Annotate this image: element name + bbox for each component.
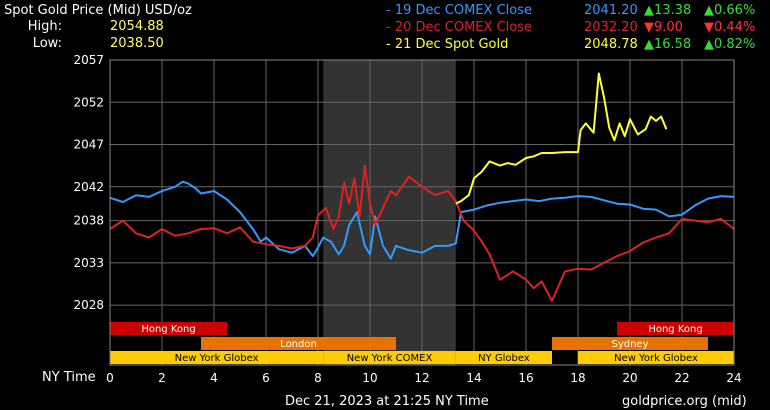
session-bar — [110, 351, 324, 364]
chart-title: Spot Gold Price (Mid) USD/oz — [4, 3, 192, 18]
y-tick-label: 2057 — [73, 53, 104, 67]
x-tick-label: 12 — [414, 371, 429, 385]
legend-label: - 19 Dec COMEX Close — [386, 3, 532, 18]
chart-series-group — [109, 72, 735, 302]
legend-change: ▼9.00 — [644, 20, 683, 35]
x-axis-label: NY Time — [42, 370, 96, 385]
high-value: 2054.88 — [110, 19, 164, 34]
plot-border — [109, 59, 735, 366]
legend-entry-19dec: - 19 Dec COMEX Close 2041.20 ▲13.38 ▲0.6… — [386, 3, 766, 19]
low-label: Low: — [32, 36, 62, 51]
legend-price: 2041.20 — [584, 3, 638, 18]
legend-label: - 20 Dec COMEX Close — [386, 20, 532, 35]
x-tick-label: 20 — [622, 371, 637, 385]
legend-pct: ▲0.66% — [704, 3, 756, 18]
session-label: New York COMEX — [347, 353, 433, 364]
x-tick-label: 10 — [362, 371, 377, 385]
session-bar — [578, 351, 734, 364]
session-bar — [201, 337, 396, 350]
session-label: Sydney — [611, 339, 648, 350]
footer-source: goldprice.org (mid) — [622, 394, 747, 409]
y-tick-label: 2028 — [73, 298, 104, 312]
legend-price: 2032.20 — [584, 20, 638, 35]
legend-change: ▲13.38 — [644, 3, 692, 18]
session-bar — [552, 337, 708, 350]
market-session-bars: Hong Kong Hong Kong London Sydney New York G… — [110, 322, 734, 364]
x-tick-label: 8 — [314, 371, 322, 385]
session-label: Hong Kong — [648, 324, 702, 335]
legend-entry-20dec: - 20 Dec COMEX Close 2032.20 ▼9.00 ▼0.44… — [386, 20, 766, 36]
y-tick-label: 2047 — [73, 138, 104, 152]
x-tick-label: 22 — [674, 371, 689, 385]
legend-label: - 21 Dec Spot Gold — [386, 37, 509, 52]
x-tick-label: 0 — [106, 371, 114, 385]
session-bar — [617, 322, 734, 335]
session-label: Hong Kong — [141, 324, 195, 335]
legend-pct: ▲0.82% — [704, 37, 756, 52]
legend-pct: ▼0.44% — [704, 20, 756, 35]
series-line — [455, 72, 668, 205]
session-bar — [455, 351, 552, 364]
y-tick-label: 2038 — [73, 214, 104, 228]
x-tick-label: 4 — [210, 371, 218, 385]
y-tick-label: 2052 — [73, 95, 104, 109]
x-tick-label: 14 — [466, 371, 481, 385]
legend-price: 2048.78 — [584, 37, 638, 52]
session-bar — [110, 322, 227, 335]
session-label: New York Globex — [175, 353, 259, 364]
legend-entry-21dec: - 21 Dec Spot Gold 2048.78 ▲16.58 ▲0.82% — [386, 37, 766, 53]
series-line — [109, 164, 735, 302]
x-tick-label: 16 — [518, 371, 533, 385]
high-label: High: — [27, 19, 62, 34]
chart-grid — [109, 59, 735, 365]
x-tick-label: 24 — [726, 371, 741, 385]
session-label: London — [280, 339, 317, 350]
x-axis-tick-labels: 0 2 4 6 8 10 12 14 16 18 20 22 24 — [106, 371, 741, 385]
series-line — [109, 180, 735, 260]
low-value: 2038.50 — [110, 36, 164, 51]
x-tick-label: 18 — [570, 371, 585, 385]
footer-date: Dec 21, 2023 at 21:25 NY Time — [285, 394, 489, 409]
y-axis-tick-labels: 2028 2033 2038 2042 2047 2052 2057 — [73, 53, 104, 312]
chart-shaded-comex-region — [323, 60, 456, 365]
x-tick-label: 2 — [158, 371, 166, 385]
session-label: NY Globex — [478, 353, 530, 364]
legend-change: ▲16.58 — [644, 37, 692, 52]
session-label: New York Globex — [614, 353, 698, 364]
session-bar — [323, 351, 456, 364]
y-tick-label: 2042 — [73, 180, 104, 194]
x-tick-label: 6 — [262, 371, 270, 385]
y-tick-label: 2033 — [73, 256, 104, 270]
